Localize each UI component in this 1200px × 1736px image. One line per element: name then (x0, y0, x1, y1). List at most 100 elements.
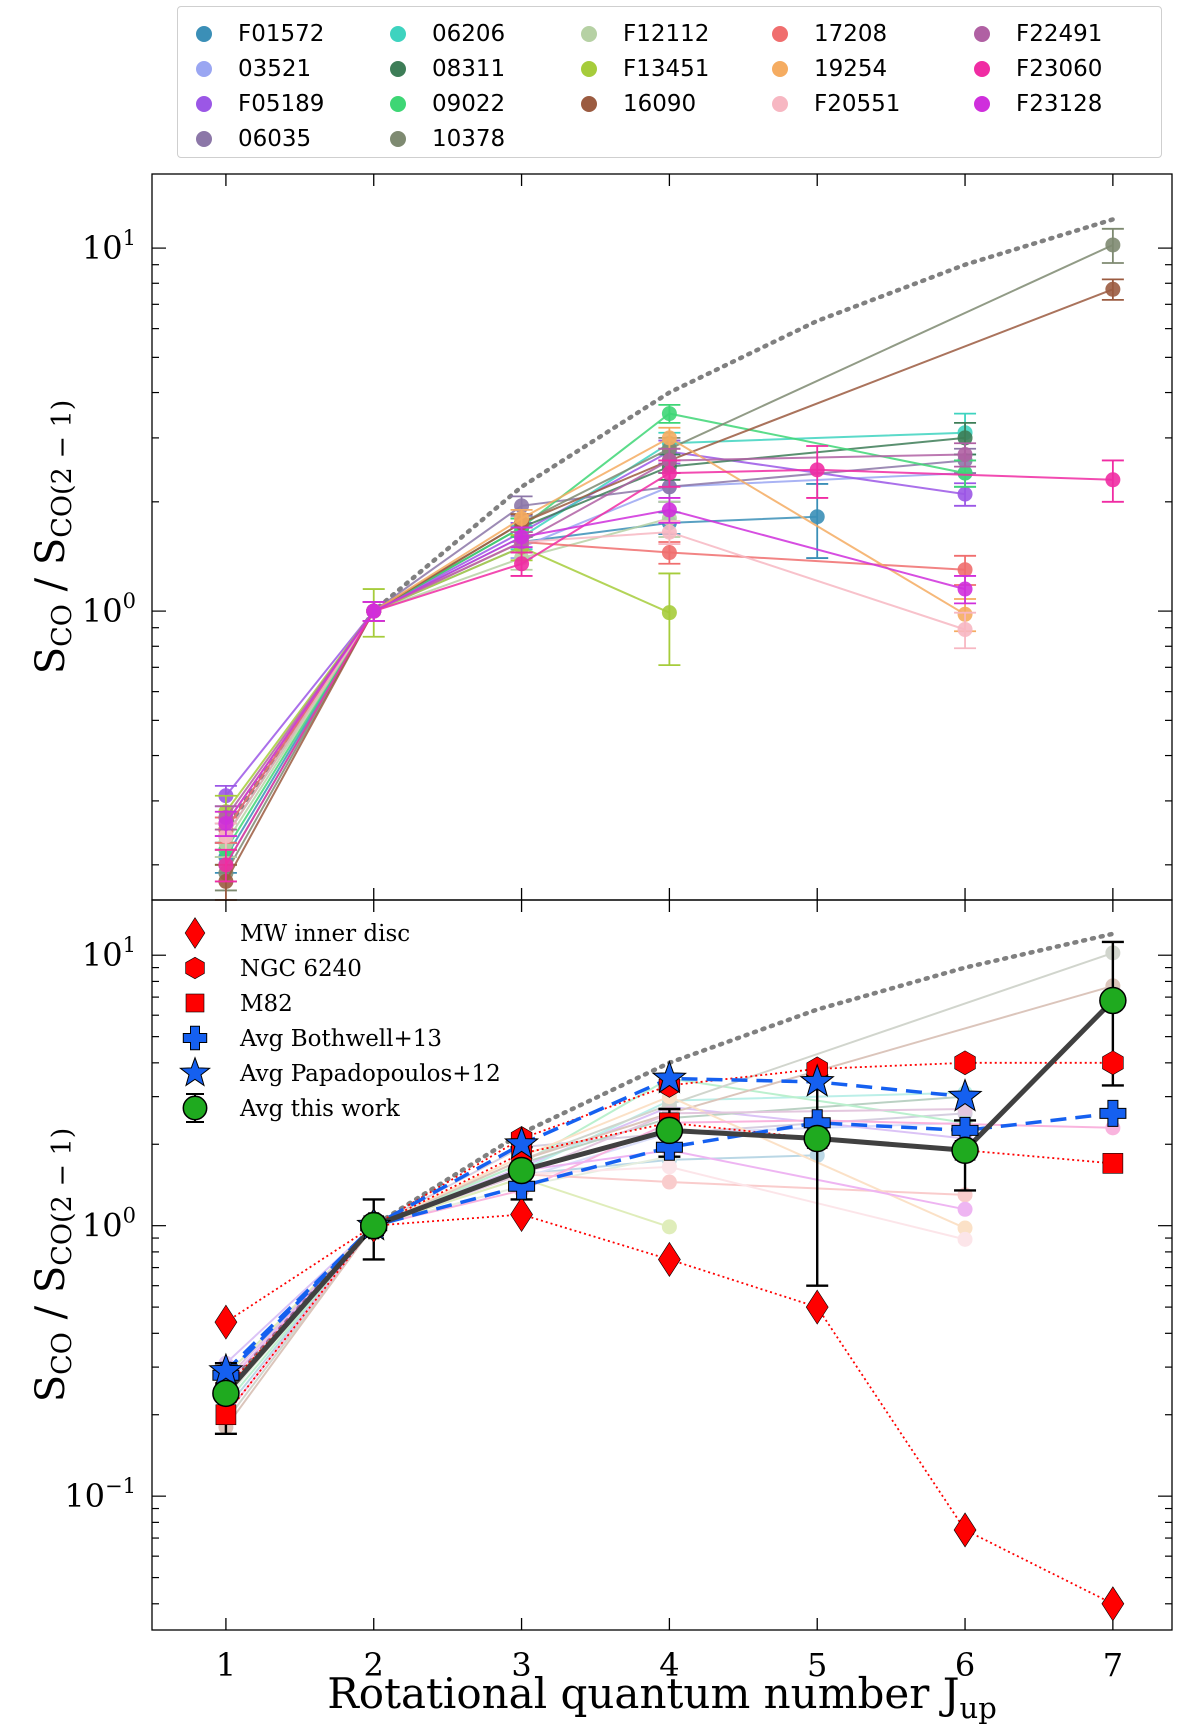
faint-line-f05189 (225, 1105, 966, 1365)
legend-label: M82 (240, 991, 293, 1017)
legend-label: F01572 (238, 21, 325, 47)
faint-line-03521 (225, 1121, 966, 1385)
faint-point (957, 1201, 973, 1217)
legend-item-03521: 03521 (196, 52, 311, 86)
legend-label: 08311 (432, 56, 506, 82)
x-axis-label: Rotational quantum number Jup (327, 1669, 997, 1725)
data-point (661, 545, 677, 561)
legend-swatch (772, 61, 788, 77)
series-mw-inner-disc (214, 1196, 1125, 1622)
legend-item-f05189: F05189 (196, 87, 324, 121)
legend-item-f01572: F01572 (196, 17, 324, 51)
legend-marker (182, 1025, 208, 1051)
marker-circle (803, 1124, 831, 1153)
x-tick-label: 4 (659, 1646, 679, 1684)
legend-label: F12112 (623, 21, 710, 47)
series-line (225, 472, 966, 825)
marker-circle (951, 1136, 979, 1165)
faint-point (661, 1099, 677, 1115)
legend-label: F23060 (1016, 56, 1103, 82)
legend-item-06035: 06035 (196, 122, 311, 156)
y-axis-label: SCO / SCO(2 − 1) (28, 400, 78, 675)
marker-star (799, 1063, 835, 1097)
marker-star (208, 1352, 244, 1386)
legend-swatch (390, 26, 406, 42)
legend-swatch (581, 61, 597, 77)
bottom-legend: MW inner disc NGC 6240 M82 Avg Bothwell+13 A… (178, 917, 501, 1123)
series-f23128 (214, 497, 977, 837)
data-point (1105, 237, 1121, 253)
marker-diamond (953, 1512, 977, 1548)
x-tick-label: 6 (955, 1646, 975, 1684)
series-line (225, 436, 966, 837)
marker-circle (507, 1156, 536, 1185)
legend-swatch (196, 131, 212, 147)
x-tick-label: 5 (807, 1646, 827, 1684)
data-point (1105, 281, 1121, 297)
marker-circle (655, 1116, 684, 1145)
series-line (225, 540, 966, 831)
marker-diamond (214, 1304, 238, 1340)
data-point (218, 857, 234, 873)
series-06206 (214, 412, 977, 883)
faint-point (661, 1093, 677, 1109)
series-avg-this-work (212, 986, 1127, 1408)
marker-diamond (510, 1196, 533, 1233)
legend-swatch (772, 26, 788, 42)
legend-label: 17208 (814, 21, 888, 47)
legend-item-m82: M82 (185, 991, 293, 1017)
series-06035 (214, 447, 977, 844)
data-point (957, 465, 973, 481)
series-line (225, 531, 966, 837)
legend-swatch (772, 96, 788, 112)
legend-item-avg-this-work: Avg this work (182, 1093, 401, 1123)
series-line (225, 450, 966, 797)
marker-diamond (1101, 1586, 1125, 1622)
series-line (225, 546, 670, 813)
series-f12112 (214, 500, 681, 859)
marker-plus (1099, 1099, 1127, 1127)
legend-marker (185, 956, 205, 980)
marker-square (215, 1404, 237, 1426)
legend-item-06206: 06206 (390, 17, 505, 51)
legend-marker (178, 1056, 212, 1087)
legend-label: 16090 (623, 91, 697, 117)
data-point (514, 510, 530, 526)
data-point (957, 447, 973, 463)
legend-item-ngc-6240: NGC 6240 (185, 956, 362, 982)
legend-swatch (390, 131, 406, 147)
legend-marker (184, 917, 206, 949)
legend-label: F13451 (623, 56, 710, 82)
legend-label: Avg this work (239, 1096, 401, 1122)
legend-item-08311: 08311 (390, 52, 505, 86)
legend-swatch (974, 26, 990, 42)
legend-label: F22491 (1016, 21, 1103, 47)
data-point (218, 815, 234, 831)
legend-label: Avg Papadopoulos+12 (239, 1061, 501, 1087)
legend-marker (182, 1095, 208, 1121)
faint-point (957, 1231, 973, 1247)
legend-label: F20551 (814, 91, 901, 117)
legend-label: F23128 (1016, 91, 1103, 117)
x-tick-label: 1 (216, 1646, 236, 1684)
series-09022 (214, 403, 977, 866)
legend-item-avg-papadopoulos-12: Avg Papadopoulos+12 (178, 1056, 501, 1087)
marker-hexagon (954, 1050, 976, 1076)
axes-labels: Rotational quantum number Jup (327, 1669, 997, 1725)
legend-item-f22491: F22491 (974, 17, 1102, 51)
legend-label: 10378 (432, 126, 506, 152)
y-tick-label: 10−1 (64, 1474, 136, 1515)
legend-item-f23060: F23060 (974, 52, 1102, 86)
marker-diamond (805, 1289, 829, 1325)
marker-circle (359, 1211, 388, 1240)
faint-point (661, 1174, 677, 1190)
legend-item-f13451: F13451 (581, 52, 709, 86)
x-tick-label: 7 (1103, 1646, 1123, 1684)
legend-swatch (581, 96, 597, 112)
legend-label: 06206 (432, 21, 506, 47)
marker-hexagon (1102, 1050, 1124, 1076)
marker-star (947, 1078, 983, 1112)
data-point (661, 524, 677, 540)
data-point (957, 430, 973, 446)
faint-point (661, 1219, 677, 1235)
